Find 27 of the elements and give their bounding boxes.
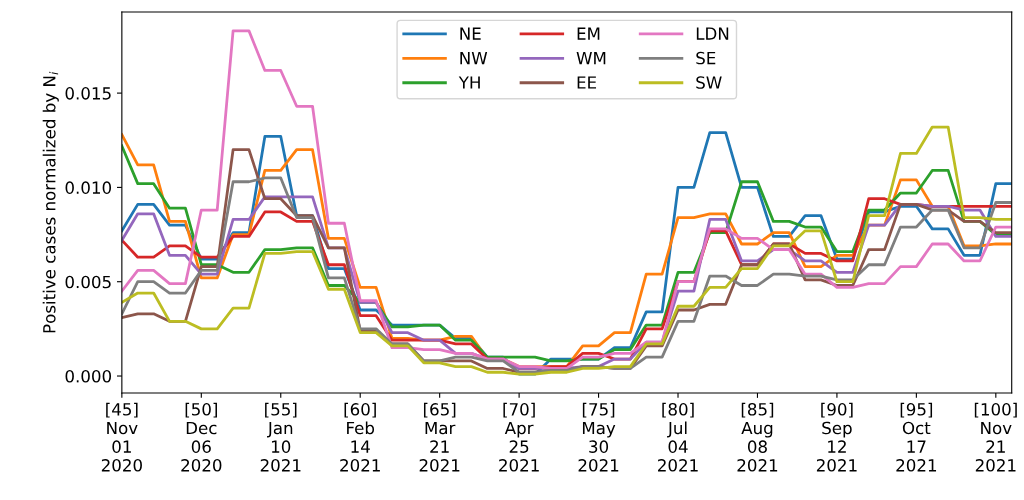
x-tick-label: [70] Apr 25 2021	[499, 402, 539, 472]
legend-label: LDN	[696, 27, 729, 40]
legend-label: NW	[460, 51, 488, 65]
y-tick-label: 0.010	[65, 181, 112, 194]
x-tick-label: [50] Dec 06 2020	[181, 402, 222, 472]
legend-label: EM	[577, 27, 600, 40]
x-tick-label: [95] Oct 17 2021	[896, 402, 937, 472]
legend-label: WM	[576, 51, 606, 65]
legend-label: SW	[696, 76, 722, 89]
x-tick-label: [65] Mar 21 2021	[419, 402, 460, 472]
x-tick-label: [80] Jul 04 2021	[658, 402, 698, 472]
y-axis-title: Positive cases normalized by N$_{i}$	[42, 71, 59, 333]
legend-label: SE	[696, 51, 716, 65]
legend-label: NE	[460, 27, 481, 40]
x-tick-label: [75] May 30 2021	[578, 402, 619, 472]
x-tick-label: [60] Feb 14 2021	[340, 402, 380, 472]
x-tick-label: [90] Sep 12 2021	[816, 402, 857, 472]
x-tick-label: [100] Nov 21 2021	[974, 402, 1017, 472]
line-series	[121, 29, 1012, 370]
legend-label: YH	[458, 76, 480, 89]
x-tick-label: [85] Aug 08 2021	[737, 402, 778, 472]
x-tick-label: [55] Jan 10 2021	[260, 402, 301, 472]
y-tick-label: 0.005	[65, 275, 111, 289]
y-tick-label: 0.000	[65, 369, 112, 383]
legend-label: EE	[577, 76, 597, 89]
x-tick-label: [45] Nov 01 2020	[101, 402, 142, 472]
y-tick-label: 0.015	[65, 87, 111, 100]
